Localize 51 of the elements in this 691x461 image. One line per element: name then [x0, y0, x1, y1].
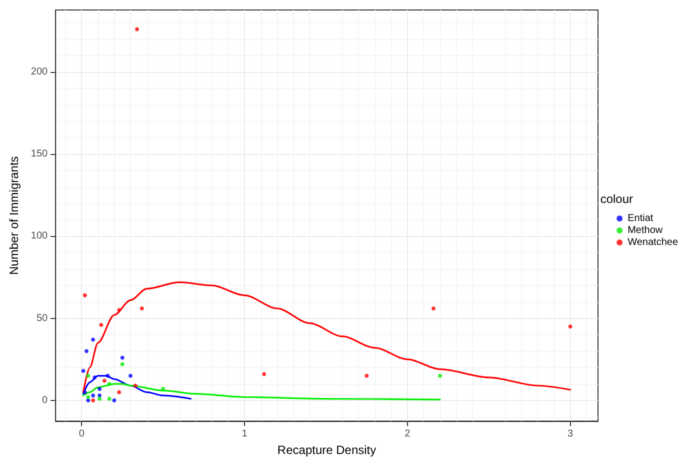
point [91, 338, 96, 342]
point [82, 293, 87, 298]
point [112, 398, 116, 402]
line-series [82, 383, 441, 400]
point [262, 372, 266, 376]
point [117, 390, 122, 394]
point [91, 398, 96, 402]
x-tick-label: 0 [78, 428, 85, 440]
point [431, 306, 436, 310]
point [86, 398, 90, 402]
legend-title: colour [600, 192, 634, 206]
point [98, 393, 102, 398]
point [133, 384, 138, 388]
point [120, 356, 124, 360]
y-tick-label: 200 [30, 66, 48, 78]
x-axis-title: Recapture Density [277, 443, 376, 457]
legend-label: Entiat [628, 213, 654, 224]
point [364, 374, 369, 378]
point [86, 374, 90, 378]
y-tick-label: 50 [36, 312, 48, 324]
point [99, 322, 104, 327]
y-axis-title: Number of Immigrants [7, 156, 21, 275]
point [84, 349, 89, 354]
point [92, 375, 97, 380]
x-tick-label: 3 [568, 428, 574, 440]
line-series [82, 281, 572, 393]
point [128, 374, 133, 378]
point [438, 374, 442, 378]
point [98, 396, 102, 401]
point [140, 306, 144, 310]
y-tick-label: 150 [30, 148, 48, 160]
point [106, 374, 110, 378]
y-tick-label: 100 [30, 230, 48, 242]
point [135, 27, 140, 32]
point [120, 362, 124, 366]
y-tick-label: 0 [42, 394, 48, 406]
x-tick-label: 1 [242, 428, 248, 440]
point [81, 368, 86, 373]
point [91, 393, 96, 398]
line-series [82, 374, 192, 400]
legend-label: Methow [628, 225, 664, 236]
point [102, 378, 106, 383]
point [98, 386, 102, 391]
x-tick-label: 2 [404, 428, 411, 440]
point [117, 308, 122, 312]
point [107, 382, 112, 386]
point [568, 324, 572, 328]
legend-label: Wenatchee [628, 237, 678, 248]
point [107, 396, 112, 401]
point [82, 390, 87, 394]
point [86, 395, 90, 400]
